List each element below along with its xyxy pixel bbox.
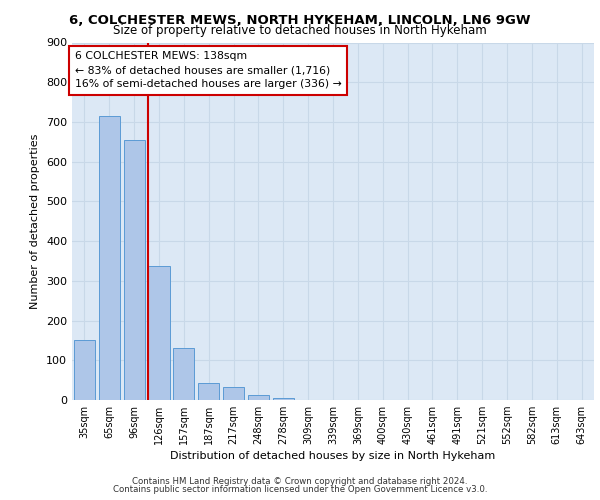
Bar (223, 388, 244, 400)
Text: 6, COLCHESTER MEWS, NORTH HYKEHAM, LINCOLN, LN6 9GW: 6, COLCHESTER MEWS, NORTH HYKEHAM, LINCO… (69, 14, 531, 27)
Bar (273, 398, 294, 400)
Bar (124, 140, 145, 400)
Text: Contains public sector information licensed under the Open Government Licence v3: Contains public sector information licen… (113, 485, 487, 494)
Bar (198, 382, 219, 400)
Bar (99, 116, 120, 400)
Bar (74, 340, 95, 400)
Text: Size of property relative to detached houses in North Hykeham: Size of property relative to detached ho… (113, 24, 487, 37)
X-axis label: Distribution of detached houses by size in North Hykeham: Distribution of detached houses by size … (170, 452, 496, 462)
Bar (248, 395, 269, 400)
Text: Contains HM Land Registry data © Crown copyright and database right 2024.: Contains HM Land Registry data © Crown c… (132, 477, 468, 486)
Y-axis label: Number of detached properties: Number of detached properties (31, 134, 40, 309)
Bar (148, 266, 170, 400)
Bar (173, 348, 194, 400)
Text: 6 COLCHESTER MEWS: 138sqm
← 83% of detached houses are smaller (1,716)
16% of se: 6 COLCHESTER MEWS: 138sqm ← 83% of detac… (74, 52, 341, 90)
